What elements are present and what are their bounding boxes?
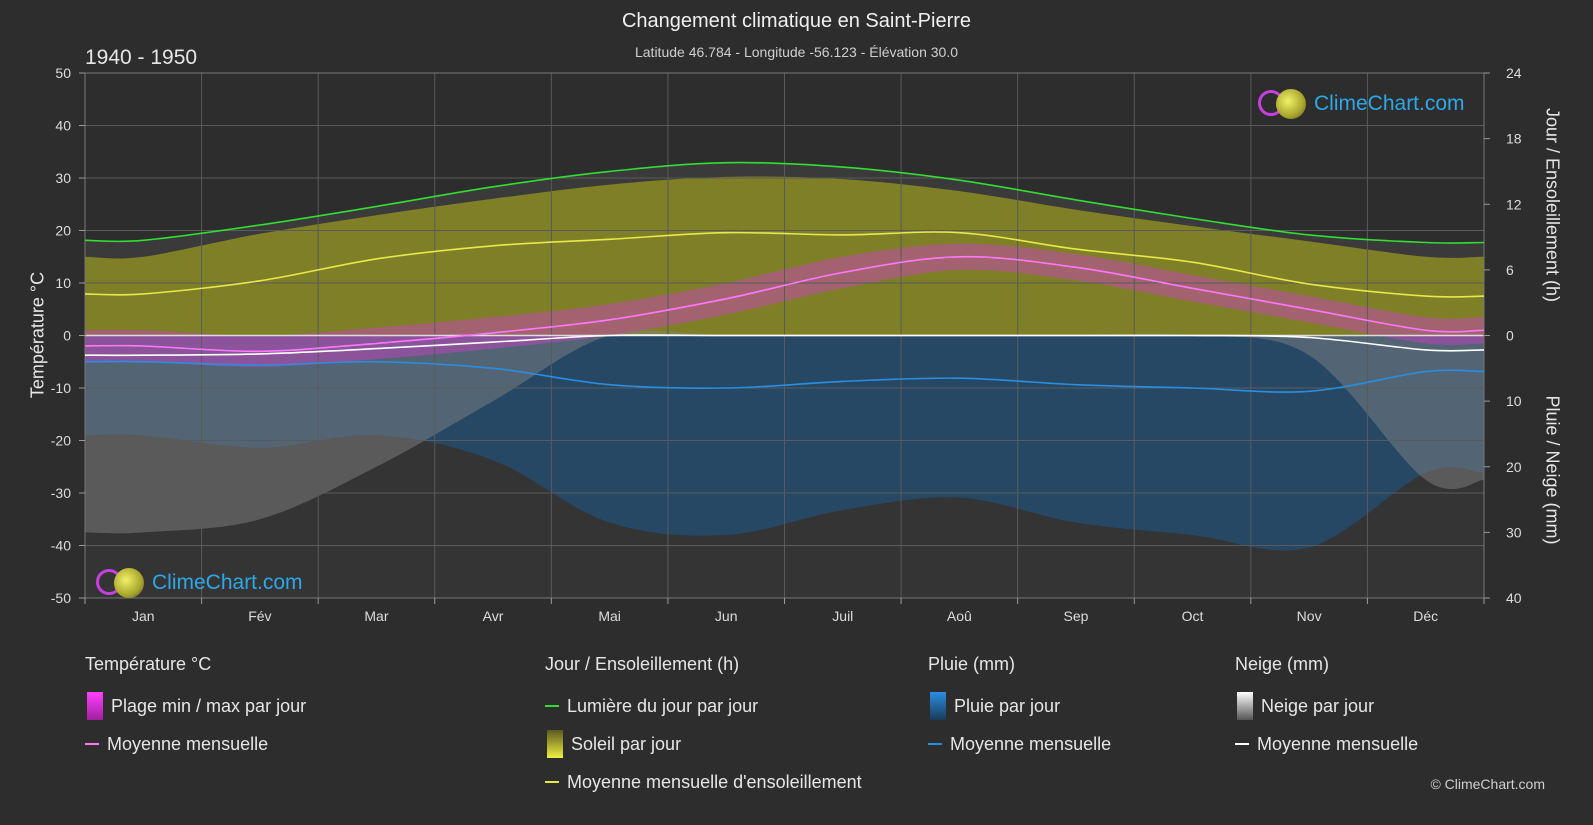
logo-icon bbox=[96, 568, 146, 598]
x-tick-label: Nov bbox=[1297, 608, 1322, 624]
period-label: 1940 - 1950 bbox=[85, 46, 198, 69]
left-tick-label: -30 bbox=[51, 485, 71, 501]
x-tick-label: Mai bbox=[598, 608, 621, 624]
logo-text: ClimeChart.com bbox=[152, 571, 303, 594]
right-precip-tick-label: 20 bbox=[1506, 459, 1522, 475]
legend-head: Neige (mm) bbox=[1235, 654, 1330, 674]
left-tick-label: 30 bbox=[55, 170, 71, 186]
legend-swatch bbox=[930, 692, 946, 720]
right-hours-tick-label: 6 bbox=[1506, 262, 1514, 278]
legend-item: Moyenne mensuelle bbox=[928, 725, 1111, 763]
x-tick-label: Sep bbox=[1063, 608, 1088, 624]
logo-icon bbox=[1258, 89, 1308, 119]
left-tick-label: 50 bbox=[55, 65, 71, 81]
temperature-mean-line bbox=[84, 255, 1485, 353]
legend-swatch bbox=[1237, 692, 1253, 720]
right-bottom-axis-title: Pluie / Neige (mm) bbox=[1542, 395, 1563, 545]
right-hours-tick-label: 24 bbox=[1506, 65, 1522, 81]
left-tick-label: 20 bbox=[55, 223, 71, 239]
legend-rain: Pluie (mm) Pluie par jour Moyenne mensue… bbox=[928, 654, 1111, 763]
legend-swatch bbox=[928, 743, 942, 745]
legend-swatch bbox=[547, 730, 563, 758]
snow-mean-line bbox=[84, 334, 1485, 357]
legend-item: Pluie par jour bbox=[928, 687, 1111, 725]
legend-item: Plage min / max par jour bbox=[85, 687, 306, 725]
x-tick-label: Déc bbox=[1413, 608, 1438, 624]
legend-label: Moyenne mensuelle bbox=[950, 733, 1112, 754]
legend-item: Soleil par jour bbox=[545, 725, 862, 763]
daylight-line bbox=[84, 161, 1485, 244]
right-top-axis-title: Jour / Ensoleillement (h) bbox=[1542, 107, 1563, 303]
left-tick-label: -10 bbox=[51, 380, 71, 396]
x-tick-label: Avr bbox=[483, 608, 504, 624]
legend-label: Plage min / max par jour bbox=[111, 695, 307, 716]
legend-label: Moyenne mensuelle bbox=[107, 733, 269, 754]
left-tick-label: -20 bbox=[51, 433, 71, 449]
legend-temperature: Température °C Plage min / max par jour … bbox=[85, 654, 306, 763]
legend-item: Moyenne mensuelle d'ensoleillement bbox=[545, 763, 862, 801]
legend-swatch bbox=[545, 781, 559, 783]
legend-swatch bbox=[545, 705, 559, 707]
x-tick-label: Mar bbox=[364, 608, 388, 624]
x-tick-label: Fév bbox=[248, 608, 271, 624]
sunshine-mean-line bbox=[84, 231, 1485, 298]
legend-label: Lumière du jour par jour bbox=[567, 695, 759, 716]
left-tick-label: -40 bbox=[51, 538, 71, 554]
rain-mean-line bbox=[84, 360, 1485, 393]
x-tick-label: Jan bbox=[132, 608, 155, 624]
left-tick-label: 0 bbox=[63, 328, 71, 344]
right-hours-tick-label: 12 bbox=[1506, 196, 1522, 212]
chart-subtitle: Latitude 46.784 - Longitude -56.123 - Él… bbox=[634, 44, 959, 60]
x-tick-label: Juil bbox=[832, 608, 853, 624]
x-tick-label: Jun bbox=[715, 608, 738, 624]
legend-item: Lumière du jour par jour bbox=[545, 687, 862, 725]
legend-snow: Neige (mm) Neige par jour Moyenne mensue… bbox=[1235, 654, 1418, 763]
legend-label: Moyenne mensuelle bbox=[1257, 733, 1419, 754]
legend-sun: Jour / Ensoleillement (h) Lumière du jou… bbox=[545, 654, 862, 801]
right-hours-tick-label: 18 bbox=[1506, 131, 1522, 147]
legend-head: Pluie (mm) bbox=[928, 654, 1016, 674]
right-precip-tick-label: 40 bbox=[1506, 590, 1522, 606]
legend-label: Moyenne mensuelle d'ensoleillement bbox=[567, 771, 862, 792]
chart-title: Changement climatique en Saint-Pierre bbox=[621, 10, 972, 32]
left-tick-label: 10 bbox=[55, 275, 71, 291]
right-precip-tick-label: 10 bbox=[1506, 393, 1522, 409]
legend-swatch bbox=[85, 743, 99, 745]
right-hours-tick-label: 0 bbox=[1506, 328, 1514, 344]
left-tick-label: 40 bbox=[55, 118, 71, 134]
right-precip-tick-label: 30 bbox=[1506, 524, 1522, 540]
legend-swatch bbox=[87, 692, 103, 720]
x-tick-label: Aoû bbox=[947, 608, 972, 624]
logo-top[interactable]: ClimeChart.com bbox=[1258, 89, 1465, 119]
legend-head: Température °C bbox=[85, 654, 212, 674]
legend-item: Neige par jour bbox=[1235, 687, 1418, 725]
legend-item: Moyenne mensuelle bbox=[1235, 725, 1418, 763]
x-tick-label: Oct bbox=[1182, 608, 1204, 624]
left-axis-title: Température °C bbox=[27, 271, 48, 399]
legend-label: Pluie par jour bbox=[954, 695, 1061, 716]
legend-label: Neige par jour bbox=[1261, 695, 1375, 716]
legend-head: Jour / Ensoleillement (h) bbox=[545, 654, 740, 674]
legend-item: Moyenne mensuelle bbox=[85, 725, 306, 763]
legend-swatch bbox=[1235, 743, 1249, 745]
legend-label: Soleil par jour bbox=[571, 733, 682, 754]
logo-text: ClimeChart.com bbox=[1314, 92, 1465, 115]
left-tick-label: -50 bbox=[51, 590, 71, 606]
copyright: © ClimeChart.com bbox=[1430, 776, 1545, 792]
logo-bottom[interactable]: ClimeChart.com bbox=[96, 568, 303, 598]
